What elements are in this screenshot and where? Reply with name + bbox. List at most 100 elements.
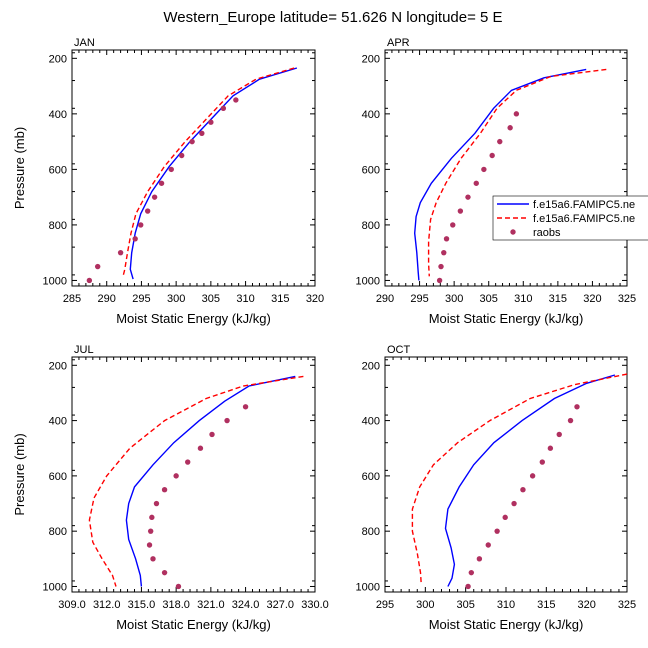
raobs-point xyxy=(476,556,483,562)
y-tick-label: 400 xyxy=(49,109,67,121)
y-tick-label: 800 xyxy=(362,526,380,538)
y-tick-label: 200 xyxy=(362,53,380,65)
panel-apr: APR 290 295 300 305 310 315 320 325 200 400 600 800 1… xyxy=(356,37,637,326)
raobs-point xyxy=(507,125,513,131)
y-tick-label: 600 xyxy=(49,164,67,176)
y-tick-label: 1000 xyxy=(43,581,67,593)
x-tick-label: 309.0 xyxy=(58,599,86,611)
x-tick-label: 315 xyxy=(271,293,289,305)
y-tick-label: 800 xyxy=(49,220,67,232)
raobs-point xyxy=(150,556,156,562)
raobs-point xyxy=(463,611,468,616)
raobs-point xyxy=(86,277,93,284)
raobs-point xyxy=(520,487,526,493)
legend-marker xyxy=(510,229,516,235)
x-tick-label: 310 xyxy=(514,293,532,305)
model-line-dashed xyxy=(427,68,607,277)
x-tick-label: 315 xyxy=(549,293,567,305)
x-tick-label: 325 xyxy=(618,599,636,611)
raobs-point xyxy=(209,431,215,438)
raobs-point xyxy=(147,528,154,534)
raobs-point xyxy=(556,431,562,438)
raobs-point xyxy=(438,263,444,270)
panels: JAN 285 290 295 300 305 310 315 320 200 400 600 800 1… xyxy=(12,37,636,632)
x-tick-label: 318.0 xyxy=(162,599,190,611)
series-group xyxy=(88,375,304,590)
raobs-point xyxy=(175,583,182,590)
x-tick-label: 310 xyxy=(236,293,254,305)
x-tick-label: 325 xyxy=(618,293,636,305)
y-tick-label: 800 xyxy=(49,526,67,538)
raobs-point xyxy=(161,487,168,493)
x-tick-label: 290 xyxy=(98,293,116,305)
raobs-point xyxy=(465,194,471,200)
y-tick-label: 800 xyxy=(362,220,380,232)
model-line-solid xyxy=(413,68,587,281)
plot-frame xyxy=(71,49,316,287)
raobs-point xyxy=(441,249,447,256)
plot-frame xyxy=(384,49,628,287)
model-line-dashed xyxy=(88,375,304,587)
raobs-point xyxy=(481,166,487,173)
raobs-point xyxy=(146,542,153,548)
x-tick-label: 320 xyxy=(583,293,601,305)
raobs-point xyxy=(567,417,574,424)
x-tick-label: 295 xyxy=(376,599,394,611)
series-group xyxy=(413,68,607,284)
raobs-point xyxy=(502,514,508,521)
raobs-point xyxy=(138,222,144,228)
y-tick-label: 1000 xyxy=(356,275,380,287)
x-tick-label: 305 xyxy=(480,293,498,305)
raobs-point xyxy=(511,500,517,507)
y-tick-label: 1000 xyxy=(43,275,67,287)
raobs-point xyxy=(199,130,205,136)
series-group xyxy=(411,373,627,616)
x-tick-label: 300 xyxy=(167,293,185,305)
model-line-dashed xyxy=(122,67,295,278)
y-tick-label: 400 xyxy=(362,416,380,428)
y-tick-label: 600 xyxy=(362,164,380,176)
x-axis-label: Moist Static Energy (kJ/kg) xyxy=(116,617,271,632)
x-tick-label: 290 xyxy=(376,293,394,305)
y-tick-label: 400 xyxy=(49,416,67,428)
x-tick-label: 320 xyxy=(577,599,595,611)
raobs-point xyxy=(185,459,191,465)
y-tick-label: 200 xyxy=(362,360,380,372)
x-tick-label: 305 xyxy=(202,293,220,305)
model-line-solid xyxy=(444,374,616,587)
y-tick-label: 1000 xyxy=(356,581,380,593)
raobs-point xyxy=(547,445,554,451)
raobs-point xyxy=(473,180,479,186)
x-tick-label: 295 xyxy=(410,293,428,305)
raobs-point xyxy=(242,404,249,410)
raobs-point xyxy=(529,473,536,479)
raobs-point xyxy=(450,222,456,228)
x-tick-label: 324.0 xyxy=(232,599,260,611)
raobs-point xyxy=(457,208,464,214)
raobs-point xyxy=(513,111,520,117)
raobs-point xyxy=(489,152,495,159)
panel-label: OCT xyxy=(387,344,411,356)
x-tick-label: 315.0 xyxy=(128,599,156,611)
panel-label: APR xyxy=(387,37,410,49)
legend: f.e15a6.FAMIPC5.ne f.e15a6.FAMIPC5.ne raob… xyxy=(492,195,648,241)
raobs-point xyxy=(443,236,450,242)
x-tick-label: 330.0 xyxy=(301,599,329,611)
y-axis-label: Pressure (mb) xyxy=(12,433,27,515)
x-tick-label: 295 xyxy=(132,293,150,305)
panel-label: JAN xyxy=(74,37,95,49)
raobs-point xyxy=(574,404,580,410)
raobs-point xyxy=(208,119,214,125)
y-tick-label: 600 xyxy=(49,471,67,483)
plot-frame xyxy=(384,356,628,593)
legend-label: f.e15a6.FAMIPC5.ne xyxy=(533,199,635,211)
x-tick-label: 320 xyxy=(306,293,324,305)
raobs-point xyxy=(153,500,160,507)
y-tick-label: 200 xyxy=(49,360,67,372)
legend-label: raobs xyxy=(533,227,561,239)
raobs-point xyxy=(168,166,174,173)
raobs-point xyxy=(144,208,151,214)
y-tick-label: 600 xyxy=(362,471,380,483)
raobs-point xyxy=(151,194,158,200)
